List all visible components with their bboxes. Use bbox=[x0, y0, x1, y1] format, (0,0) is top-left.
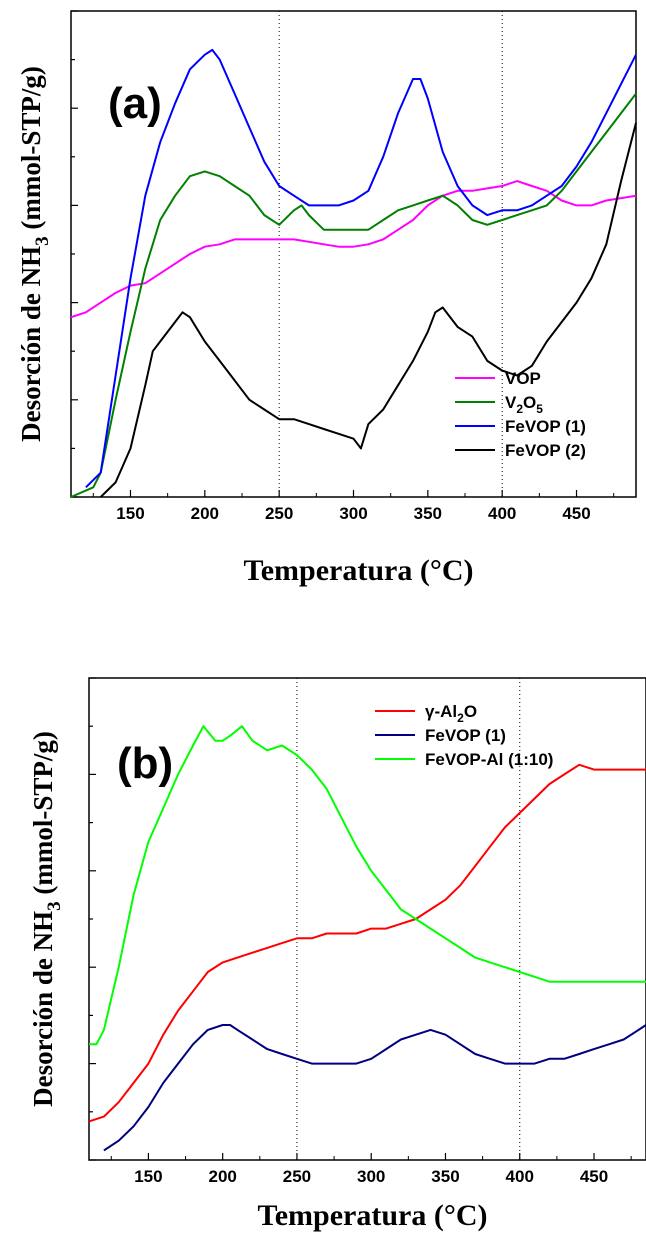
x-tick-label: 450 bbox=[562, 504, 590, 523]
x-axis-label: Temperatura (°C) bbox=[243, 554, 473, 587]
x-tick-label: 350 bbox=[414, 504, 442, 523]
x-tick-label: 400 bbox=[488, 504, 516, 523]
panel-label: (a) bbox=[108, 79, 162, 128]
y-axis-label: Desorción de NH3 (mmol-STP/g) bbox=[28, 731, 65, 1107]
legend-label: FeVOP (2) bbox=[505, 441, 586, 460]
series-line-2 bbox=[70, 92, 637, 498]
x-tick-label: 150 bbox=[116, 504, 144, 523]
legend-label: FeVOP-Al (1:10) bbox=[425, 750, 553, 769]
x-tick-label: 200 bbox=[208, 1167, 236, 1186]
x-tick-label: 250 bbox=[265, 504, 293, 523]
x-tick-label: 350 bbox=[431, 1167, 459, 1186]
x-tick-label: 300 bbox=[339, 504, 367, 523]
series-line-1 bbox=[70, 180, 637, 319]
legend-label: FeVOP (1) bbox=[505, 417, 586, 436]
x-tick-label: 400 bbox=[506, 1167, 534, 1186]
panel-label: (b) bbox=[117, 739, 173, 788]
series-line-3 bbox=[85, 48, 637, 489]
legend-label: γ-Al2O bbox=[425, 702, 477, 725]
series-line-4 bbox=[100, 122, 637, 498]
x-axis-label: Temperatura (°C) bbox=[257, 1199, 487, 1232]
series-line-1 bbox=[88, 763, 646, 1123]
legend-label: FeVOP (1) bbox=[425, 726, 506, 745]
series-line-2 bbox=[103, 1024, 646, 1152]
x-tick-label: 300 bbox=[357, 1167, 385, 1186]
x-tick-label: 450 bbox=[580, 1167, 608, 1186]
series-line-3 bbox=[89, 725, 646, 1046]
y-axis-label: Desorción de NH3 (mmol-STP/g) bbox=[16, 66, 53, 442]
legend-label: V2O5 bbox=[505, 393, 543, 416]
x-tick-label: 250 bbox=[283, 1167, 311, 1186]
x-tick-label: 150 bbox=[134, 1167, 162, 1186]
x-tick-label: 200 bbox=[191, 504, 219, 523]
legend-label: VOP bbox=[505, 369, 541, 388]
